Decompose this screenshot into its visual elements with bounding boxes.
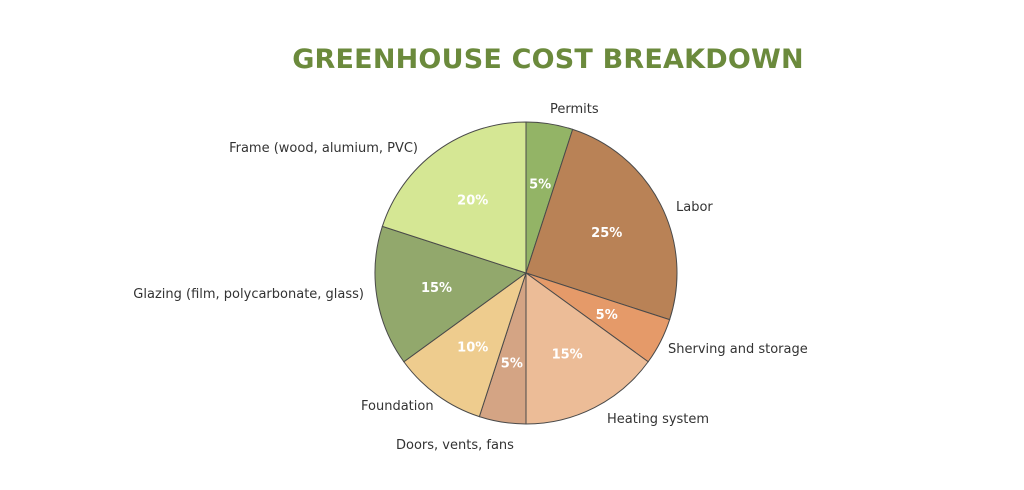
- slice-category-label: Frame (wood, alumium, PVC): [229, 141, 418, 156]
- slice-value-label: 15%: [552, 348, 583, 363]
- slice-value-label: 10%: [457, 340, 488, 355]
- pie-slice: [525, 272, 649, 425]
- slice-category-label: Glazing (film, polycarbonate, glass): [133, 287, 364, 302]
- slice-category-label: Doors, vents, fans: [396, 438, 514, 453]
- slice-value-label: 5%: [529, 178, 551, 193]
- pie-slice: [374, 225, 528, 363]
- pie-slice: [525, 128, 678, 321]
- slice-value-label: 25%: [591, 226, 622, 241]
- slice-value-label: 20%: [457, 194, 488, 209]
- slice-category-label: Heating system: [607, 412, 709, 427]
- slice-value-label: 5%: [501, 356, 523, 371]
- slice-category-label: Labor: [676, 200, 713, 215]
- pie-slice: [403, 271, 527, 418]
- slice-category-label: Permits: [550, 102, 599, 117]
- chart-title: GREENHOUSE COST BREAKDOWN: [292, 44, 804, 75]
- slice-category-label: Sherving and storage: [668, 342, 808, 357]
- slice-category-label: Foundation: [361, 399, 434, 414]
- pie-slice: [381, 121, 527, 274]
- slice-value-label: 5%: [596, 308, 618, 323]
- slice-value-label: 15%: [421, 281, 452, 296]
